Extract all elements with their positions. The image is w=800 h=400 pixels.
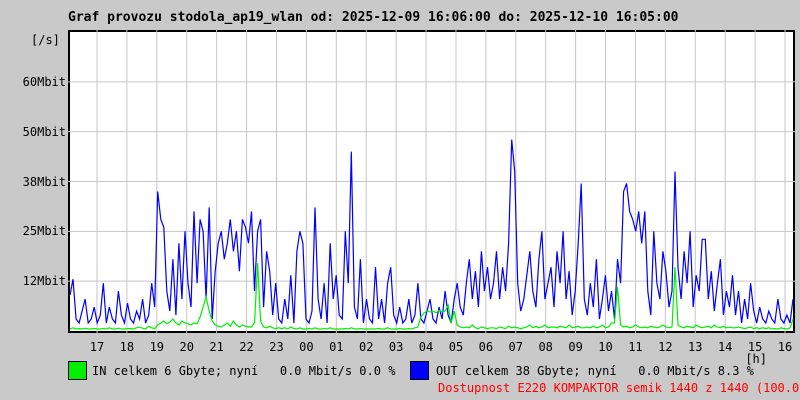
x-axis-label: 15	[747, 340, 763, 354]
x-axis-label: 00	[299, 340, 314, 354]
in-legend-label: IN celkem 6 Gbyte; nyní 0.0 Mbit/s 0.0 %	[92, 364, 396, 378]
x-axis-label: 19	[149, 340, 165, 354]
in-series-line	[69, 263, 794, 330]
x-axis-label: 07	[508, 340, 523, 354]
x-axis-label: 16	[777, 340, 793, 354]
y-axis-label: 60Mbit	[22, 74, 66, 89]
x-axis-label: 02	[358, 340, 374, 354]
x-axis-label: 05	[448, 340, 464, 354]
x-axis-label: 04	[418, 340, 434, 354]
x-axis-label: 12	[658, 340, 673, 354]
x-axis-label: 03	[388, 340, 404, 354]
y-axis-label: 38Mbit	[22, 174, 66, 189]
x-axis-label: 06	[478, 340, 494, 354]
x-axis-label: 20	[179, 340, 194, 354]
y-axis-unit-label: [/s]	[31, 33, 60, 47]
plot-area	[65, 30, 798, 335]
y-axis-label: 25Mbit	[22, 224, 66, 239]
availability-text: Dostupnost E220 KOMPAKTOR semik 1440 z 1…	[438, 381, 800, 395]
y-axis-label: 50Mbit	[22, 124, 66, 139]
out-legend-label: OUT celkem 38 Gbyte; nyní 0.0 Mbit/s 8.3…	[436, 364, 754, 378]
x-axis-label: 08	[538, 340, 553, 354]
graph-title: Graf provozu stodola_ap19_wlan od: 2025-…	[68, 10, 679, 25]
x-axis-label: 13	[688, 340, 703, 354]
x-axis-label: 01	[329, 340, 344, 354]
x-axis-label: 14	[717, 340, 733, 354]
x-axis-label: 18	[119, 340, 135, 354]
x-axis-label: 11	[628, 340, 643, 354]
x-axis-label: 17	[89, 340, 105, 354]
y-axis-label: 12Mbit	[22, 274, 66, 289]
x-axis-label: 21	[209, 340, 224, 354]
traffic-chart	[65, 30, 798, 335]
x-axis-label: 10	[598, 340, 613, 354]
x-axis-label: 09	[568, 340, 583, 354]
x-axis-unit-label: [h]	[745, 352, 767, 366]
out-series-line	[69, 139, 794, 326]
x-axis-label: 22	[239, 340, 254, 354]
in-legend-swatch	[68, 361, 87, 380]
x-axis-label: 23	[269, 340, 284, 354]
out-legend-swatch	[410, 361, 429, 380]
